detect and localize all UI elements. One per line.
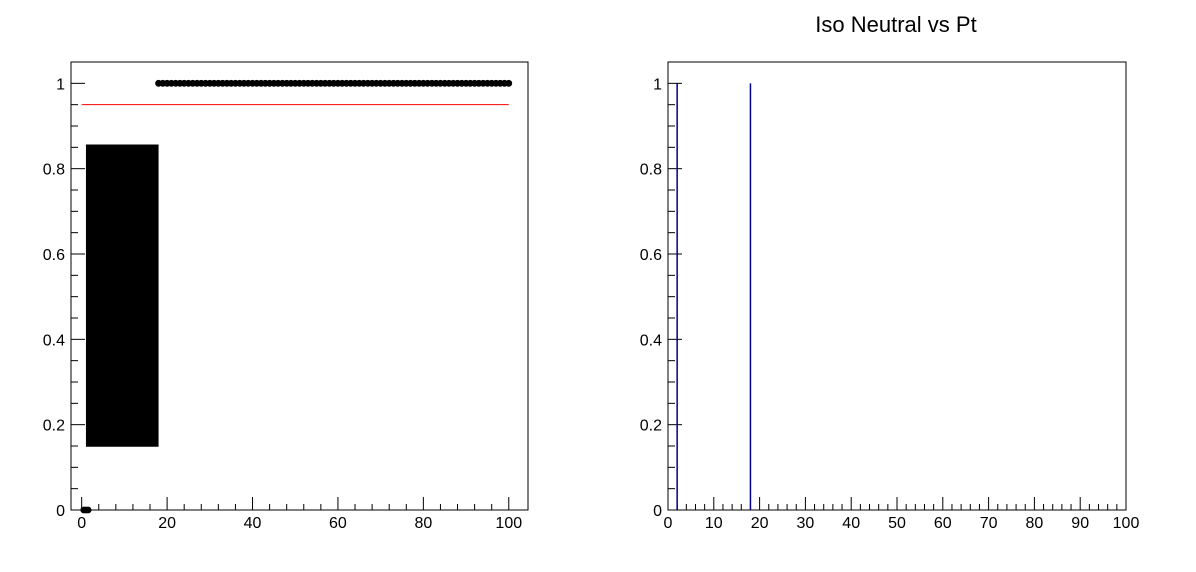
x-tick-label: 90: [1071, 515, 1089, 532]
x-tick-label: 50: [888, 515, 906, 532]
y-tick-label: 0.6: [640, 247, 662, 264]
y-tick-label: 0: [56, 503, 65, 520]
x-tick-label: 40: [842, 515, 860, 532]
y-tick-label: 0: [653, 503, 662, 520]
x-tick-label: 30: [797, 515, 815, 532]
y-tick-label: 0.4: [640, 332, 662, 349]
left-x-tick-labels: 0 20 40 60 80 100: [77, 515, 522, 532]
x-tick-label: 80: [414, 515, 432, 532]
right-axis-ticks: [667, 82, 1127, 511]
y-tick-label: 0.2: [43, 418, 65, 435]
iso-neutral-histogram: Iso Neutral vs Pt 0 0.2 0.4 0.6 0.8 1 0 10 20 30…: [640, 12, 1140, 532]
right-y-tick-labels: 0 0.2 0.4 0.6 0.8 1: [640, 76, 662, 520]
y-tick-label: 1: [56, 76, 65, 93]
x-tick-label: 100: [495, 515, 522, 532]
x-tick-label: 20: [751, 515, 769, 532]
x-tick-label: 20: [158, 515, 176, 532]
left-data-marks: [80, 79, 513, 514]
left-axis-ticks: [71, 82, 510, 511]
data-point: [150, 293, 158, 301]
y-tick-label: 1: [653, 76, 662, 93]
left-y-tick-labels: 0 0.2 0.4 0.6 0.8 1: [43, 76, 65, 520]
x-tick-label: 40: [244, 515, 262, 532]
right-plot-frame: [667, 61, 1127, 511]
data-point: [84, 506, 92, 514]
right-x-tick-labels: 0 10 20 30 40 50 60 70 80 90 100: [664, 515, 1140, 532]
y-tick-label: 0.8: [43, 162, 65, 179]
x-tick-label: 60: [934, 515, 952, 532]
x-tick-label: 60: [329, 515, 347, 532]
left-plot-frame: [70, 61, 529, 511]
right-histogram-bars: [676, 83, 752, 510]
x-tick-label: 70: [980, 515, 998, 532]
y-tick-label: 0.4: [43, 332, 65, 349]
x-tick-label: 80: [1026, 515, 1044, 532]
x-tick-label: 0: [664, 515, 673, 532]
data-point: [505, 79, 513, 87]
y-tick-label: 0.8: [640, 162, 662, 179]
y-tick-label: 0.2: [640, 418, 662, 435]
histogram-title: Iso Neutral vs Pt: [815, 12, 976, 37]
x-tick-label: 100: [1113, 515, 1140, 532]
y-tick-label: 0.6: [43, 247, 65, 264]
x-tick-label: 0: [77, 515, 86, 532]
efficiency-plot: 0 0.2 0.4 0.6 0.8 1 0 20 40 60 80 100: [43, 61, 529, 532]
x-tick-label: 10: [705, 515, 723, 532]
